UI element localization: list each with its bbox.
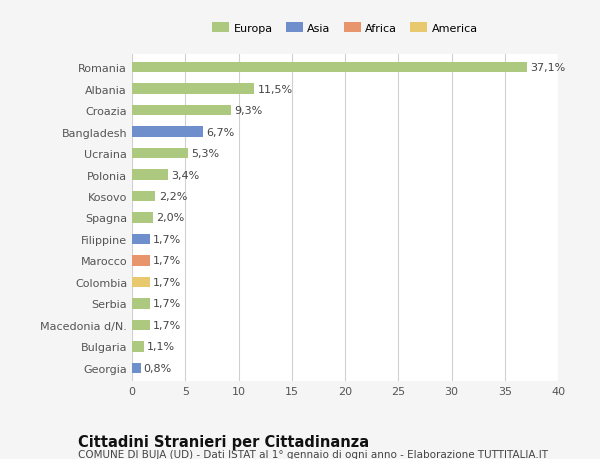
- Text: 1,7%: 1,7%: [154, 277, 182, 287]
- Bar: [132, 84, 254, 95]
- Text: 1,7%: 1,7%: [154, 235, 182, 245]
- Bar: [132, 191, 155, 202]
- Text: COMUNE DI BUJA (UD) - Dati ISTAT al 1° gennaio di ogni anno - Elaborazione TUTTI: COMUNE DI BUJA (UD) - Dati ISTAT al 1° g…: [78, 449, 548, 459]
- Text: 2,2%: 2,2%: [158, 191, 187, 202]
- Bar: [132, 170, 168, 180]
- Text: 3,4%: 3,4%: [172, 170, 200, 180]
- Legend: Europa, Asia, Africa, America: Europa, Asia, Africa, America: [208, 18, 482, 38]
- Bar: [132, 62, 527, 73]
- Bar: [132, 320, 150, 330]
- Text: 1,7%: 1,7%: [154, 256, 182, 266]
- Text: 6,7%: 6,7%: [206, 127, 235, 137]
- Text: Cittadini Stranieri per Cittadinanza: Cittadini Stranieri per Cittadinanza: [78, 434, 369, 449]
- Text: 0,8%: 0,8%: [144, 363, 172, 373]
- Bar: [132, 234, 150, 245]
- Text: 11,5%: 11,5%: [257, 84, 293, 95]
- Bar: [132, 256, 150, 266]
- Bar: [132, 277, 150, 288]
- Bar: [132, 106, 231, 116]
- Text: 5,3%: 5,3%: [191, 149, 220, 159]
- Bar: [132, 341, 144, 352]
- Text: 37,1%: 37,1%: [530, 63, 566, 73]
- Text: 1,1%: 1,1%: [147, 341, 175, 352]
- Bar: [132, 213, 154, 224]
- Bar: [132, 127, 203, 138]
- Bar: [132, 363, 140, 374]
- Text: 1,7%: 1,7%: [154, 299, 182, 309]
- Bar: [132, 148, 188, 159]
- Text: 1,7%: 1,7%: [154, 320, 182, 330]
- Text: 2,0%: 2,0%: [157, 213, 185, 223]
- Bar: [132, 298, 150, 309]
- Text: 9,3%: 9,3%: [234, 106, 262, 116]
